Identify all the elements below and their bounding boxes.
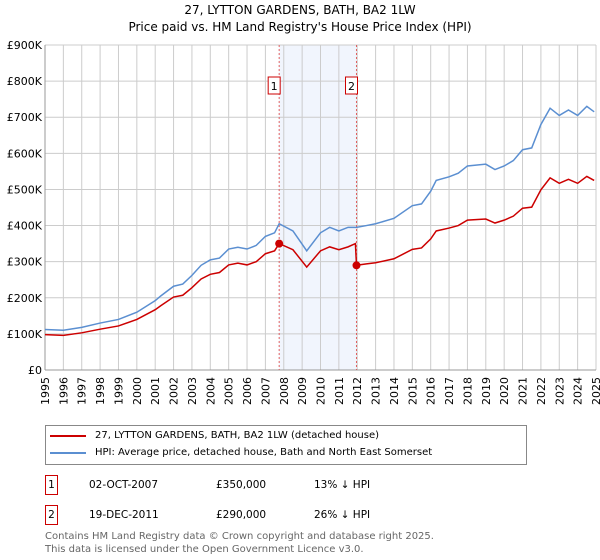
y-tick-label: £100K [7,328,43,341]
x-tick-label: 2002 [168,377,181,405]
x-tick-label: 2007 [259,377,272,405]
y-tick-label: £500K [7,183,43,196]
y-tick-label: £700K [7,111,43,124]
chart-title: 27, LYTTON GARDENS, BATH, BA2 1LW [184,3,416,17]
property-price-line [44,175,595,337]
x-tick-label: 2012 [351,377,364,405]
x-tick-label: 2023 [553,377,566,405]
y-tick-label: £0 [28,364,42,377]
sale-row-2: 2 19-DEC-2011 £290,000 26% ↓ HPI [45,505,545,525]
sale-row-1: 1 02-OCT-2007 £350,000 13% ↓ HPI [45,475,545,495]
y-tick-label: £200K [7,292,43,305]
x-tick-label: 1997 [76,377,89,405]
x-tick-label: 2001 [149,377,162,405]
x-tick-label: 2011 [333,377,346,405]
sale-date: 19-DEC-2011 [89,509,159,521]
sale-hpi-diff: 26% ↓ HPI [314,509,371,521]
sale-label: 2 [348,80,355,93]
sale-date: 02-OCT-2007 [89,479,158,491]
sale-price: £350,000 [216,479,267,491]
x-tick-label: 2014 [388,377,401,405]
x-tick-label: 1998 [94,377,107,405]
x-tick-label: 2003 [186,377,199,405]
footer: Contains HM Land Registry data © Crown c… [45,530,434,556]
y-tick-label: £800K [7,75,43,88]
x-tick-label: 2025 [590,377,600,405]
sale-label-box [267,76,281,95]
sale-price: £290,000 [216,509,267,521]
x-tick-label: 2010 [315,377,328,405]
y-tick-label: £900K [7,39,43,52]
footer-copyright: Contains HM Land Registry data © Crown c… [45,531,434,542]
sale-label-box [344,76,358,95]
sale-point [275,239,284,248]
shaded-period [279,45,357,370]
legend-label-hpi: HPI: Average price, detached house, Bath… [95,447,433,458]
sale-hpi-diff: 13% ↓ HPI [314,479,371,491]
x-tick-label: 2004 [204,377,217,405]
x-tick-label: 2008 [278,377,291,405]
legend-swatch-property [50,435,86,437]
x-tick-label: 1999 [112,377,125,405]
price-chart: 1995 1996 1997 1998 1999 2000 2001 2002 2003 2004… [7,39,600,405]
x-tick-label: 2018 [461,377,474,405]
x-tick-label: 1995 [39,377,52,405]
x-tick-label: 2019 [480,377,493,405]
sale-point [352,261,361,270]
x-tick-label: 2013 [370,377,383,405]
x-tick-label: 1996 [57,377,70,405]
x-tick-label: 2024 [572,377,585,405]
x-tick-label: 2016 [425,377,438,405]
chart-subtitle: Price paid vs. HM Land Registry's House … [128,20,472,34]
y-tick-label: £300K [7,256,43,269]
x-tick-label: 2000 [131,377,144,405]
footer-licence: This data is licensed under the Open Gov… [45,544,364,555]
y-tick-label: £600K [7,147,43,160]
x-tick-label: 2006 [241,377,254,405]
x-tick-label: 2022 [535,377,548,405]
legend-label-property: 27, LYTTON GARDENS, BATH, BA2 1LW (detac… [95,430,380,441]
sale-marker-badge: 2 [45,505,58,525]
x-tick-label: 2009 [296,377,309,405]
legend-swatch-hpi [50,452,86,454]
sale-marker-badge: 1 [45,475,58,495]
sale-label: 1 [271,80,278,93]
x-tick-label: 2020 [498,377,511,405]
y-tick-label: £400K [7,220,43,233]
x-tick-label: 2021 [517,377,530,405]
x-tick-label: 2015 [406,377,419,405]
legend: 27, LYTTON GARDENS, BATH, BA2 1LW (detac… [45,425,527,465]
x-tick-label: 2005 [223,377,236,405]
hpi-line [44,105,595,332]
x-tick-label: 2017 [443,377,456,405]
